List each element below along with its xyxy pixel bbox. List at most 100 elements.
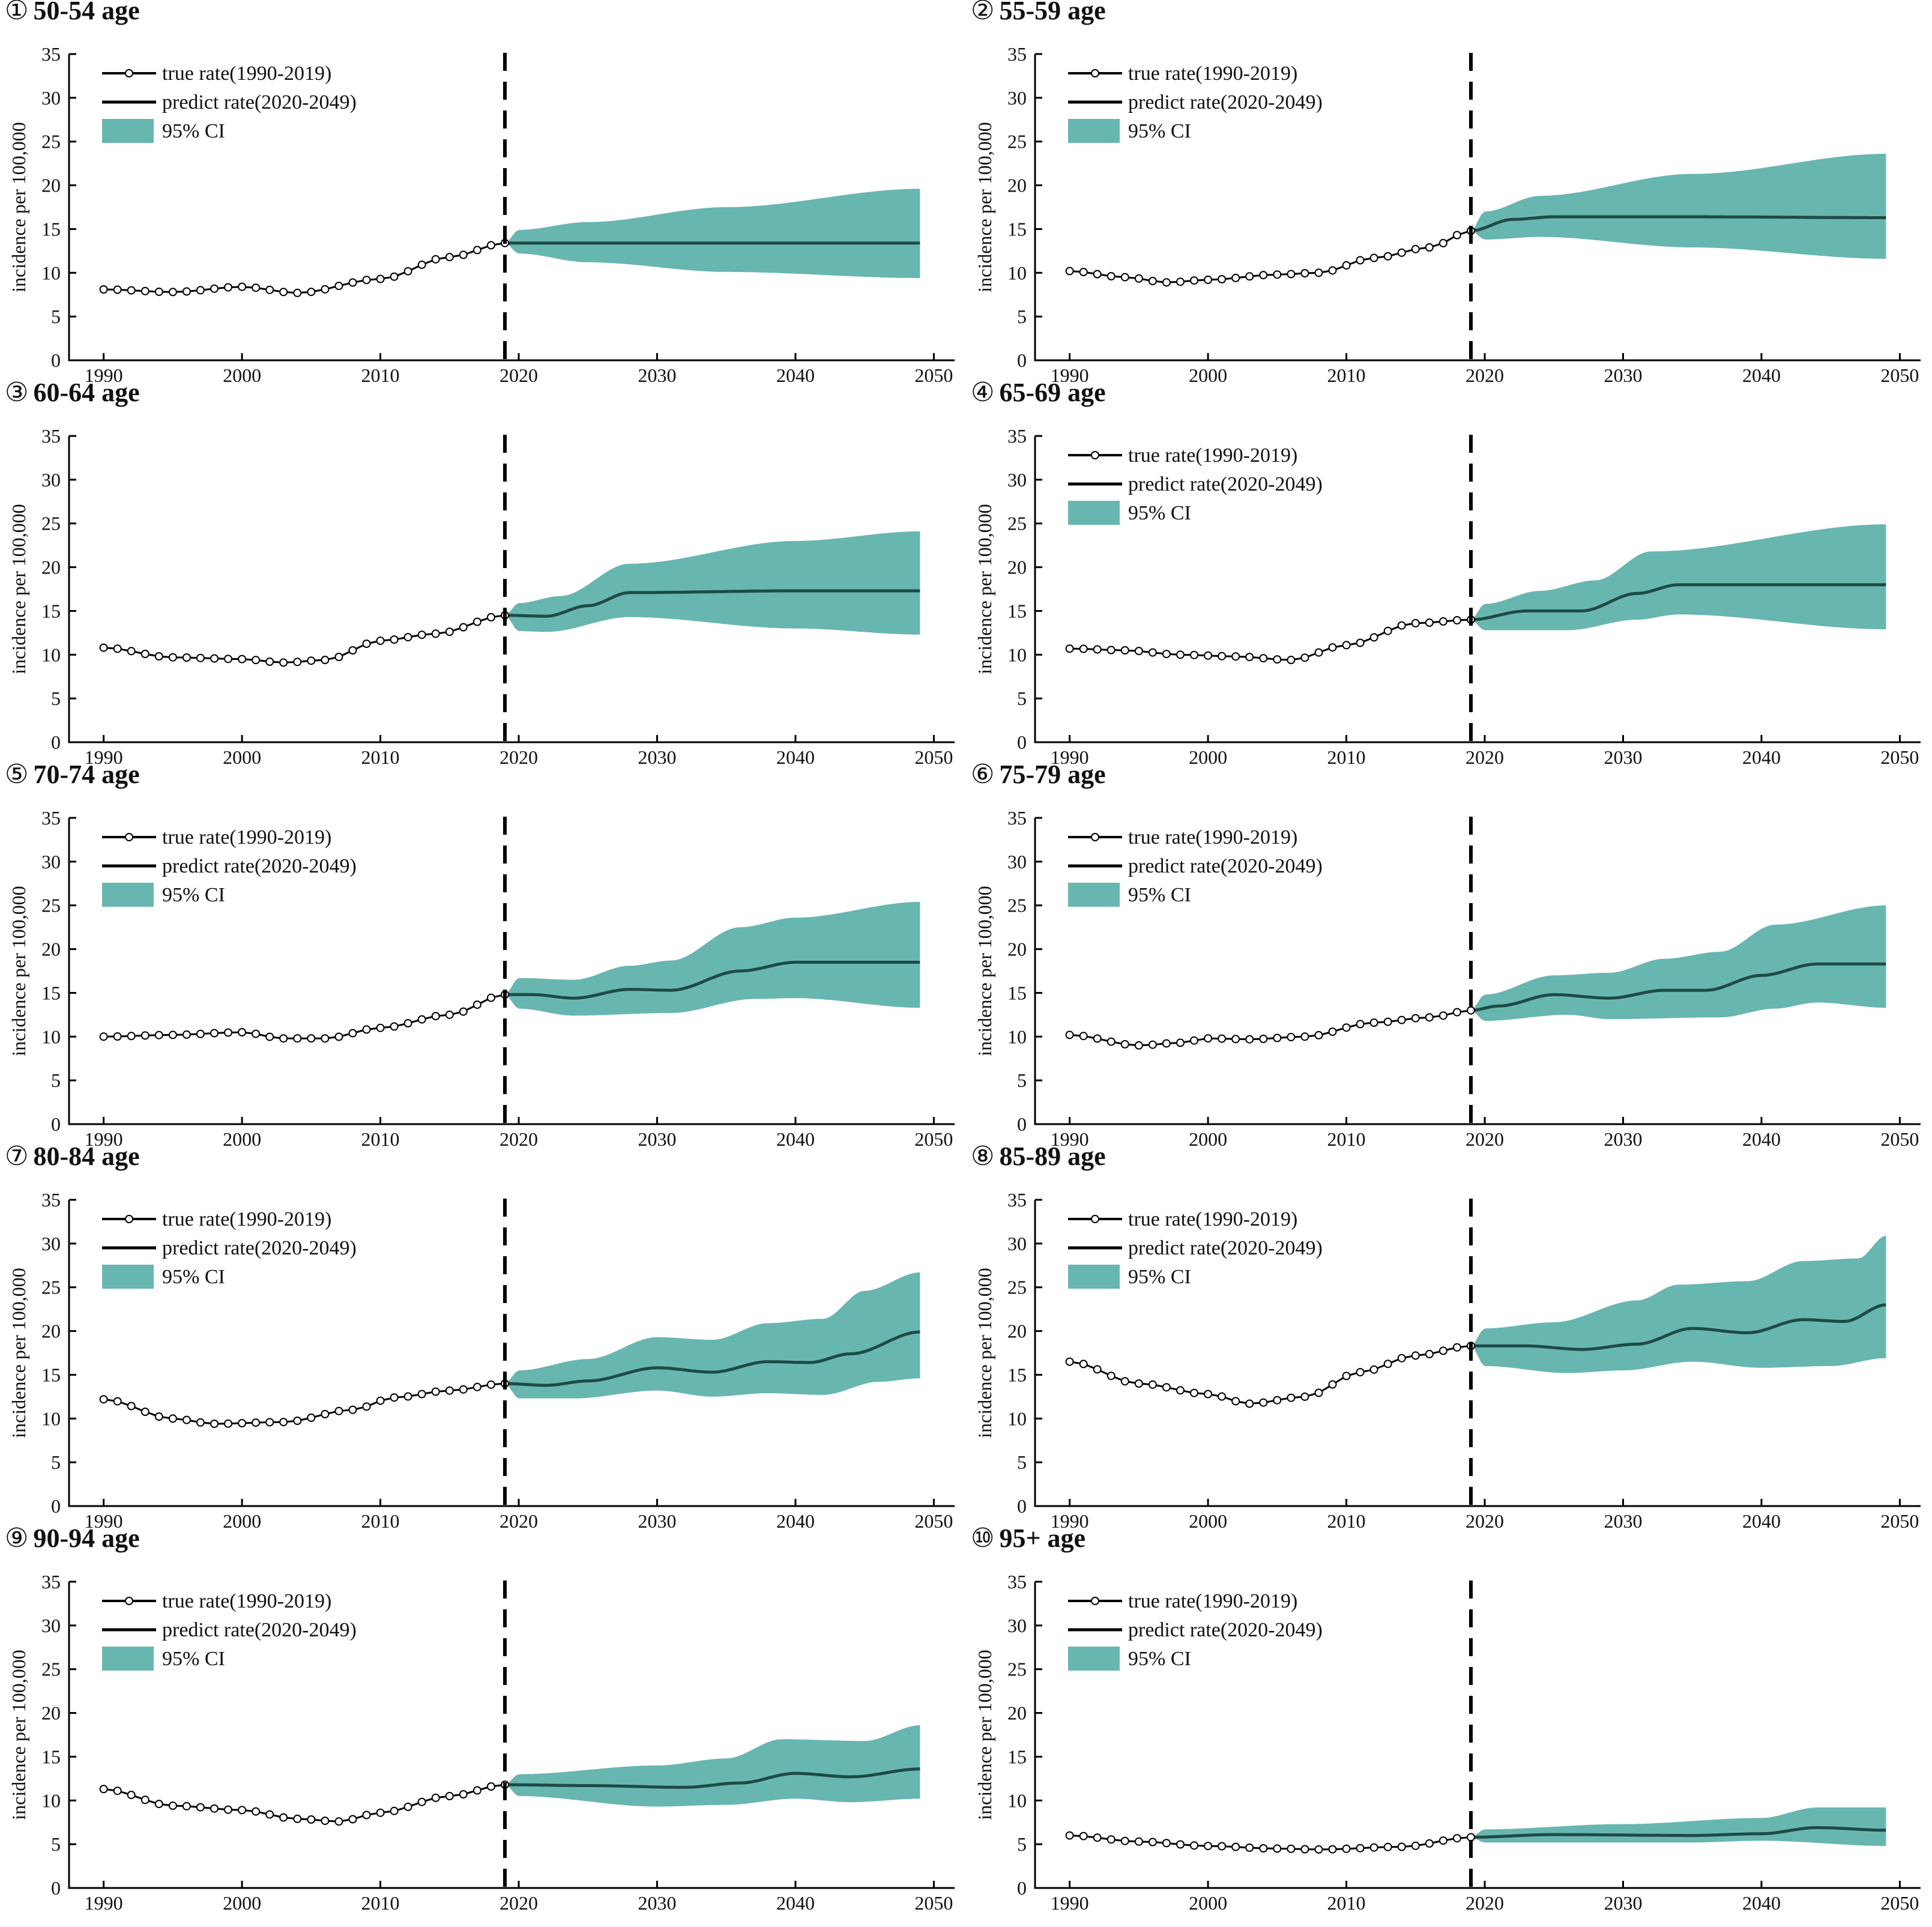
true-rate-point <box>307 1034 316 1043</box>
true-rate-line <box>1069 1835 1472 1851</box>
legend-true-marker <box>125 1597 133 1605</box>
true-rate-point <box>1162 1383 1171 1392</box>
true-rate-point <box>1162 1039 1171 1048</box>
true-rate-point <box>293 1034 302 1043</box>
legend-predict-label: predict rate(2020-2049) <box>1128 1619 1323 1641</box>
y-tick-label: 30 <box>41 851 61 873</box>
legend-ci-label: 95% CI <box>162 1648 225 1670</box>
true-rate-point <box>1356 1020 1365 1029</box>
x-tick-label: 2040 <box>776 365 815 382</box>
y-tick-label: 10 <box>1007 1408 1027 1429</box>
y-tick-label: 30 <box>1007 1615 1027 1636</box>
true-rate-point <box>307 656 316 665</box>
x-tick-label: 2030 <box>638 1892 676 1910</box>
true-rate-point <box>224 1805 232 1814</box>
y-tick-label: 0 <box>51 731 61 753</box>
legend-true-marker <box>125 833 133 841</box>
true-rate-point <box>1218 652 1227 661</box>
true-rate-point <box>1093 1365 1102 1374</box>
x-tick-label: 2000 <box>1189 1510 1227 1528</box>
x-tick-label: 2010 <box>361 1510 400 1528</box>
true-rate-point <box>390 272 399 281</box>
legend-ci-swatch <box>1068 1647 1120 1671</box>
panel-title-text: 90-94 age <box>33 1523 140 1553</box>
true-rate-point <box>417 631 426 640</box>
true-rate-point <box>390 1022 399 1031</box>
true-rate-point <box>348 1405 357 1414</box>
legend-true-label: true rate(1990-2019) <box>1128 62 1297 85</box>
y-tick-label: 25 <box>1007 131 1027 153</box>
y-tick-label: 25 <box>41 131 61 153</box>
true-rate-point <box>472 617 481 626</box>
true-rate-line <box>103 1783 506 1823</box>
legend-true-marker <box>1091 833 1099 841</box>
true-rate-point <box>99 285 108 294</box>
true-rate-point <box>168 653 177 662</box>
true-rate-point <box>445 1792 454 1800</box>
y-tick-label: 0 <box>51 1495 61 1517</box>
y-tick-label: 20 <box>1007 939 1027 960</box>
legend: true rate(1990-2019) predict rate(2020-20… <box>1068 62 1323 143</box>
chart-panel-2: ② 55-59 age 0 5 10 15 20 25 30 35 1990 2000 2010 2020… <box>966 0 1932 382</box>
true-rate-point <box>362 1402 371 1411</box>
y-tick-label: 20 <box>1007 1702 1027 1724</box>
true-rate-point <box>1204 651 1213 660</box>
y-tick-label: 20 <box>1007 1320 1027 1342</box>
x-tick-label: 2010 <box>361 746 400 764</box>
true-rate-point <box>459 1385 468 1394</box>
true-rate-point <box>459 623 468 632</box>
true-rate-point <box>1162 1839 1171 1848</box>
ci-band <box>1471 154 1886 259</box>
true-rate-point <box>113 644 122 653</box>
y-tick-label: 10 <box>1007 1026 1027 1047</box>
y-tick-label: 10 <box>41 1789 61 1811</box>
y-tick-label: 10 <box>1007 1789 1027 1811</box>
true-rate-point <box>113 1032 122 1041</box>
x-tick-label: 2000 <box>1189 365 1227 382</box>
true-rate-point <box>1328 266 1337 275</box>
x-tick-label: 1990 <box>85 1128 123 1146</box>
true-rate-point <box>472 1382 481 1391</box>
true-rate-point <box>154 1800 163 1809</box>
true-rate-point <box>1065 1030 1074 1039</box>
true-rate-point <box>1369 253 1378 262</box>
y-axis-label: incidence per 100,000 <box>974 1268 995 1438</box>
x-tick-label: 2040 <box>1742 365 1781 382</box>
true-rate-point <box>238 655 247 664</box>
true-rate-point <box>154 1412 163 1421</box>
x-tick-label: 2000 <box>1189 1892 1227 1910</box>
true-rate-point <box>334 1817 343 1826</box>
true-rate-point <box>1314 268 1323 277</box>
true-rate-point <box>1314 1388 1323 1397</box>
true-rate-point <box>1245 1843 1254 1852</box>
true-rate-point <box>1383 1842 1392 1851</box>
legend-predict-label: predict rate(2020-2049) <box>1128 1237 1323 1259</box>
x-tick-label: 2020 <box>1466 1128 1504 1146</box>
legend-true-label: true rate(1990-2019) <box>162 826 331 849</box>
true-rate-point <box>1190 1841 1198 1850</box>
true-rate-point <box>1314 1030 1323 1039</box>
legend-true-marker <box>1091 1597 1099 1605</box>
true-rate-point <box>445 1386 454 1395</box>
true-rate-point <box>182 1030 191 1039</box>
true-rate-point <box>390 1393 399 1402</box>
true-rate-point <box>1300 1392 1309 1401</box>
true-rate-point <box>431 255 440 264</box>
legend-ci-swatch <box>102 1265 154 1289</box>
true-rate-point <box>1079 1360 1088 1369</box>
x-tick-label: 2010 <box>361 1892 400 1910</box>
panel-title: ⑩ 95+ age <box>971 1523 1085 1553</box>
legend-true-marker <box>125 69 133 77</box>
y-tick-label: 0 <box>1017 349 1027 371</box>
true-rate-point <box>1438 1836 1447 1845</box>
x-tick-label: 2000 <box>223 746 261 764</box>
panel-title-text: 60-64 age <box>33 378 140 407</box>
chart-panel-4: ④ 65-69 age 0 5 10 15 20 25 30 35 1990 2000 2010 2020… <box>966 378 1932 764</box>
y-tick-label: 10 <box>41 644 61 665</box>
panel-title-text: 80-84 age <box>33 1142 140 1171</box>
true-rate-point <box>1231 1842 1240 1851</box>
y-tick-label: 15 <box>1007 600 1027 622</box>
y-tick-label: 5 <box>1017 1069 1027 1091</box>
true-rate-point <box>99 1032 108 1041</box>
